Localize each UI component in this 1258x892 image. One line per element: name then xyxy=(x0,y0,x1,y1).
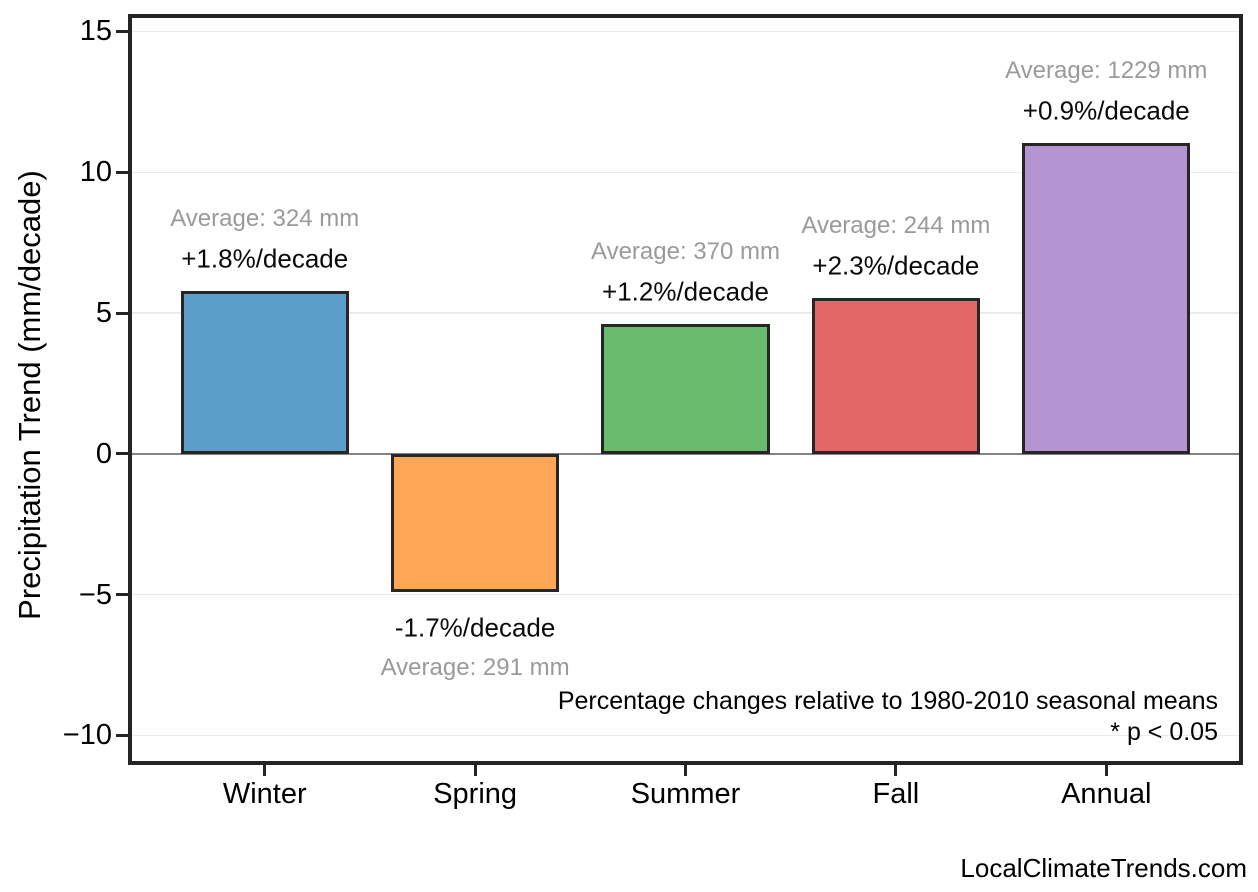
y-tick-mark xyxy=(116,593,128,597)
y-tick-label: 0 xyxy=(95,437,112,470)
gridline-y-10 xyxy=(128,734,1243,737)
footnote-line1: Percentage changes relative to 1980-2010… xyxy=(557,687,1218,715)
trend-label-summer: +1.2%/decade xyxy=(602,276,769,307)
plot-area: +1.8%/decade Average: 324 mm -1.7%/decade A… xyxy=(128,14,1243,765)
average-label-fall: Average: 244 mm xyxy=(801,211,991,239)
y-axis-label: Precipitation Trend (mm/decade) xyxy=(12,170,47,620)
average-label-annual: Average: 1229 mm xyxy=(1005,56,1208,84)
gridline-y5 xyxy=(128,312,1243,314)
trend-label-fall: +2.3%/decade xyxy=(812,250,980,281)
footnote-block: Percentage changes relative to 1980-2010… xyxy=(558,686,1218,748)
x-tick-label-fall: Fall xyxy=(872,778,920,810)
x-tick-mark xyxy=(263,765,267,776)
y-tick-label: 15 xyxy=(79,15,112,48)
bar-summer xyxy=(601,324,770,454)
y-tick-label: 10 xyxy=(79,156,112,189)
average-label-winter: Average: 324 mm xyxy=(170,204,360,232)
y-tick-mark xyxy=(116,311,128,315)
y-tick-mark xyxy=(116,733,128,737)
x-tick-mark xyxy=(894,765,898,776)
average-label-spring: Average: 291 mm xyxy=(380,653,570,681)
y-tick-mark xyxy=(116,170,128,174)
gridline-y15 xyxy=(128,30,1243,33)
bar-winter xyxy=(180,290,349,454)
x-tick-label-annual: Annual xyxy=(1061,778,1152,810)
y-tick-mark xyxy=(116,452,128,456)
y-tick-label: −10 xyxy=(62,719,112,752)
average-label-summer: Average: 370 mm xyxy=(591,238,780,266)
x-tick-mark xyxy=(473,765,477,776)
footnote-line2: * p < 0.05 xyxy=(1110,718,1218,746)
x-tick-mark xyxy=(684,765,687,776)
trend-label-winter: +1.8%/decade xyxy=(181,243,349,274)
trend-label-annual: +0.9%/decade xyxy=(1022,95,1190,126)
watermark-text: LocalClimateTrends.com xyxy=(960,853,1247,883)
x-tick-label-spring: Spring xyxy=(433,778,518,810)
y-tick-mark xyxy=(116,29,128,33)
x-tick-mark xyxy=(1104,765,1108,776)
bar-fall xyxy=(811,297,981,454)
trend-label-spring: -1.7%/decade xyxy=(394,612,556,643)
zero-baseline xyxy=(128,452,1243,456)
y-tick-label: 5 xyxy=(95,297,112,330)
x-tick-label-summer: Summer xyxy=(630,778,741,810)
gridline-y-5 xyxy=(128,593,1243,596)
gridline-y10 xyxy=(128,171,1243,173)
x-tick-label-winter: Winter xyxy=(222,778,307,810)
bar-annual xyxy=(1022,142,1191,454)
bar-spring xyxy=(390,453,560,592)
y-tick-label: −5 xyxy=(78,578,112,611)
